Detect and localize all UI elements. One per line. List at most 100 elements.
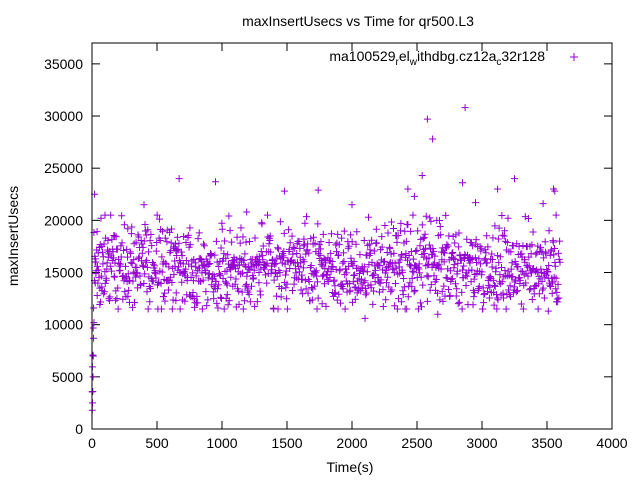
data-point bbox=[259, 242, 267, 250]
data-point bbox=[118, 212, 126, 220]
data-point bbox=[460, 262, 468, 270]
data-point bbox=[317, 238, 325, 246]
data-point bbox=[279, 254, 287, 262]
data-point bbox=[320, 255, 328, 263]
data-point bbox=[426, 214, 434, 222]
data-point bbox=[527, 250, 535, 258]
data-point bbox=[139, 261, 147, 269]
data-point bbox=[300, 258, 308, 266]
data-point bbox=[314, 294, 322, 302]
data-point bbox=[397, 298, 405, 306]
data-point bbox=[103, 259, 111, 267]
data-point bbox=[89, 352, 97, 360]
data-point bbox=[387, 288, 395, 296]
data-point bbox=[396, 227, 404, 235]
data-point bbox=[186, 241, 194, 249]
data-point bbox=[295, 237, 303, 245]
data-point bbox=[444, 285, 452, 293]
legend-part: el bbox=[399, 48, 410, 64]
data-point bbox=[383, 249, 391, 257]
data-point bbox=[409, 255, 417, 263]
data-point bbox=[210, 295, 218, 303]
data-point bbox=[395, 295, 403, 303]
data-point bbox=[476, 260, 484, 268]
data-point bbox=[117, 242, 125, 250]
data-point bbox=[521, 213, 529, 221]
data-point bbox=[286, 239, 294, 247]
data-point bbox=[458, 305, 466, 313]
data-point bbox=[94, 249, 102, 257]
data-point bbox=[173, 233, 181, 241]
chart-title: maxInsertUsecs vs Time for qr500.L3 bbox=[242, 13, 474, 29]
data-point bbox=[412, 247, 420, 255]
data-point bbox=[350, 272, 358, 280]
data-point bbox=[184, 231, 192, 239]
data-point bbox=[114, 305, 122, 313]
data-point bbox=[472, 199, 479, 207]
data-point bbox=[475, 282, 483, 290]
data-point bbox=[402, 237, 410, 245]
data-point bbox=[113, 294, 121, 302]
data-point bbox=[298, 276, 306, 284]
data-point bbox=[439, 248, 447, 256]
data-point bbox=[200, 240, 208, 248]
data-point bbox=[301, 276, 309, 284]
data-point bbox=[108, 236, 116, 244]
data-point bbox=[423, 272, 431, 280]
data-point bbox=[391, 280, 399, 288]
data-point bbox=[331, 289, 339, 297]
x-tick-label: 4000 bbox=[596, 435, 627, 451]
data-point bbox=[484, 243, 492, 251]
x-tick-label: 0 bbox=[88, 435, 96, 451]
data-point bbox=[318, 272, 326, 280]
data-point bbox=[338, 234, 346, 242]
data-point bbox=[545, 227, 553, 235]
data-point bbox=[513, 287, 521, 295]
data-point bbox=[445, 232, 453, 240]
data-point bbox=[375, 288, 383, 296]
data-point bbox=[163, 238, 171, 246]
data-point bbox=[274, 245, 282, 253]
data-point bbox=[362, 291, 370, 299]
data-point bbox=[388, 286, 396, 294]
data-point bbox=[386, 245, 394, 253]
data-point bbox=[189, 269, 197, 277]
data-point bbox=[468, 266, 476, 274]
data-point bbox=[554, 280, 562, 288]
data-point bbox=[182, 265, 190, 273]
data-point bbox=[327, 249, 335, 257]
data-point bbox=[296, 244, 304, 252]
data-point bbox=[233, 233, 241, 241]
data-point bbox=[398, 268, 406, 276]
data-point bbox=[293, 249, 301, 257]
y-axis: 0 5000 10000 15000 20000 25000 30000 35000 bbox=[44, 56, 612, 437]
data-point bbox=[524, 215, 532, 223]
data-point bbox=[419, 235, 427, 243]
data-point bbox=[409, 267, 417, 275]
data-point bbox=[524, 272, 532, 280]
y-tick-label: 5000 bbox=[52, 369, 83, 385]
data-point bbox=[109, 248, 117, 256]
data-point bbox=[124, 225, 132, 233]
data-point bbox=[446, 292, 454, 300]
data-point bbox=[92, 258, 100, 266]
data-point bbox=[490, 281, 498, 289]
data-point bbox=[341, 305, 349, 313]
data-point bbox=[106, 293, 114, 301]
data-point bbox=[93, 291, 101, 299]
data-point bbox=[95, 266, 103, 274]
data-point bbox=[128, 259, 136, 267]
y-tick-label: 35000 bbox=[44, 56, 83, 72]
data-point bbox=[132, 273, 140, 281]
data-point bbox=[96, 284, 104, 292]
data-point bbox=[282, 267, 290, 275]
data-point bbox=[91, 279, 99, 287]
data-point bbox=[141, 220, 149, 228]
data-point bbox=[123, 245, 131, 253]
data-point bbox=[129, 268, 137, 276]
data-point bbox=[198, 305, 206, 313]
data-point bbox=[379, 302, 387, 310]
data-point bbox=[545, 262, 553, 270]
data-point bbox=[353, 228, 361, 236]
legend-part: r bbox=[396, 57, 400, 68]
